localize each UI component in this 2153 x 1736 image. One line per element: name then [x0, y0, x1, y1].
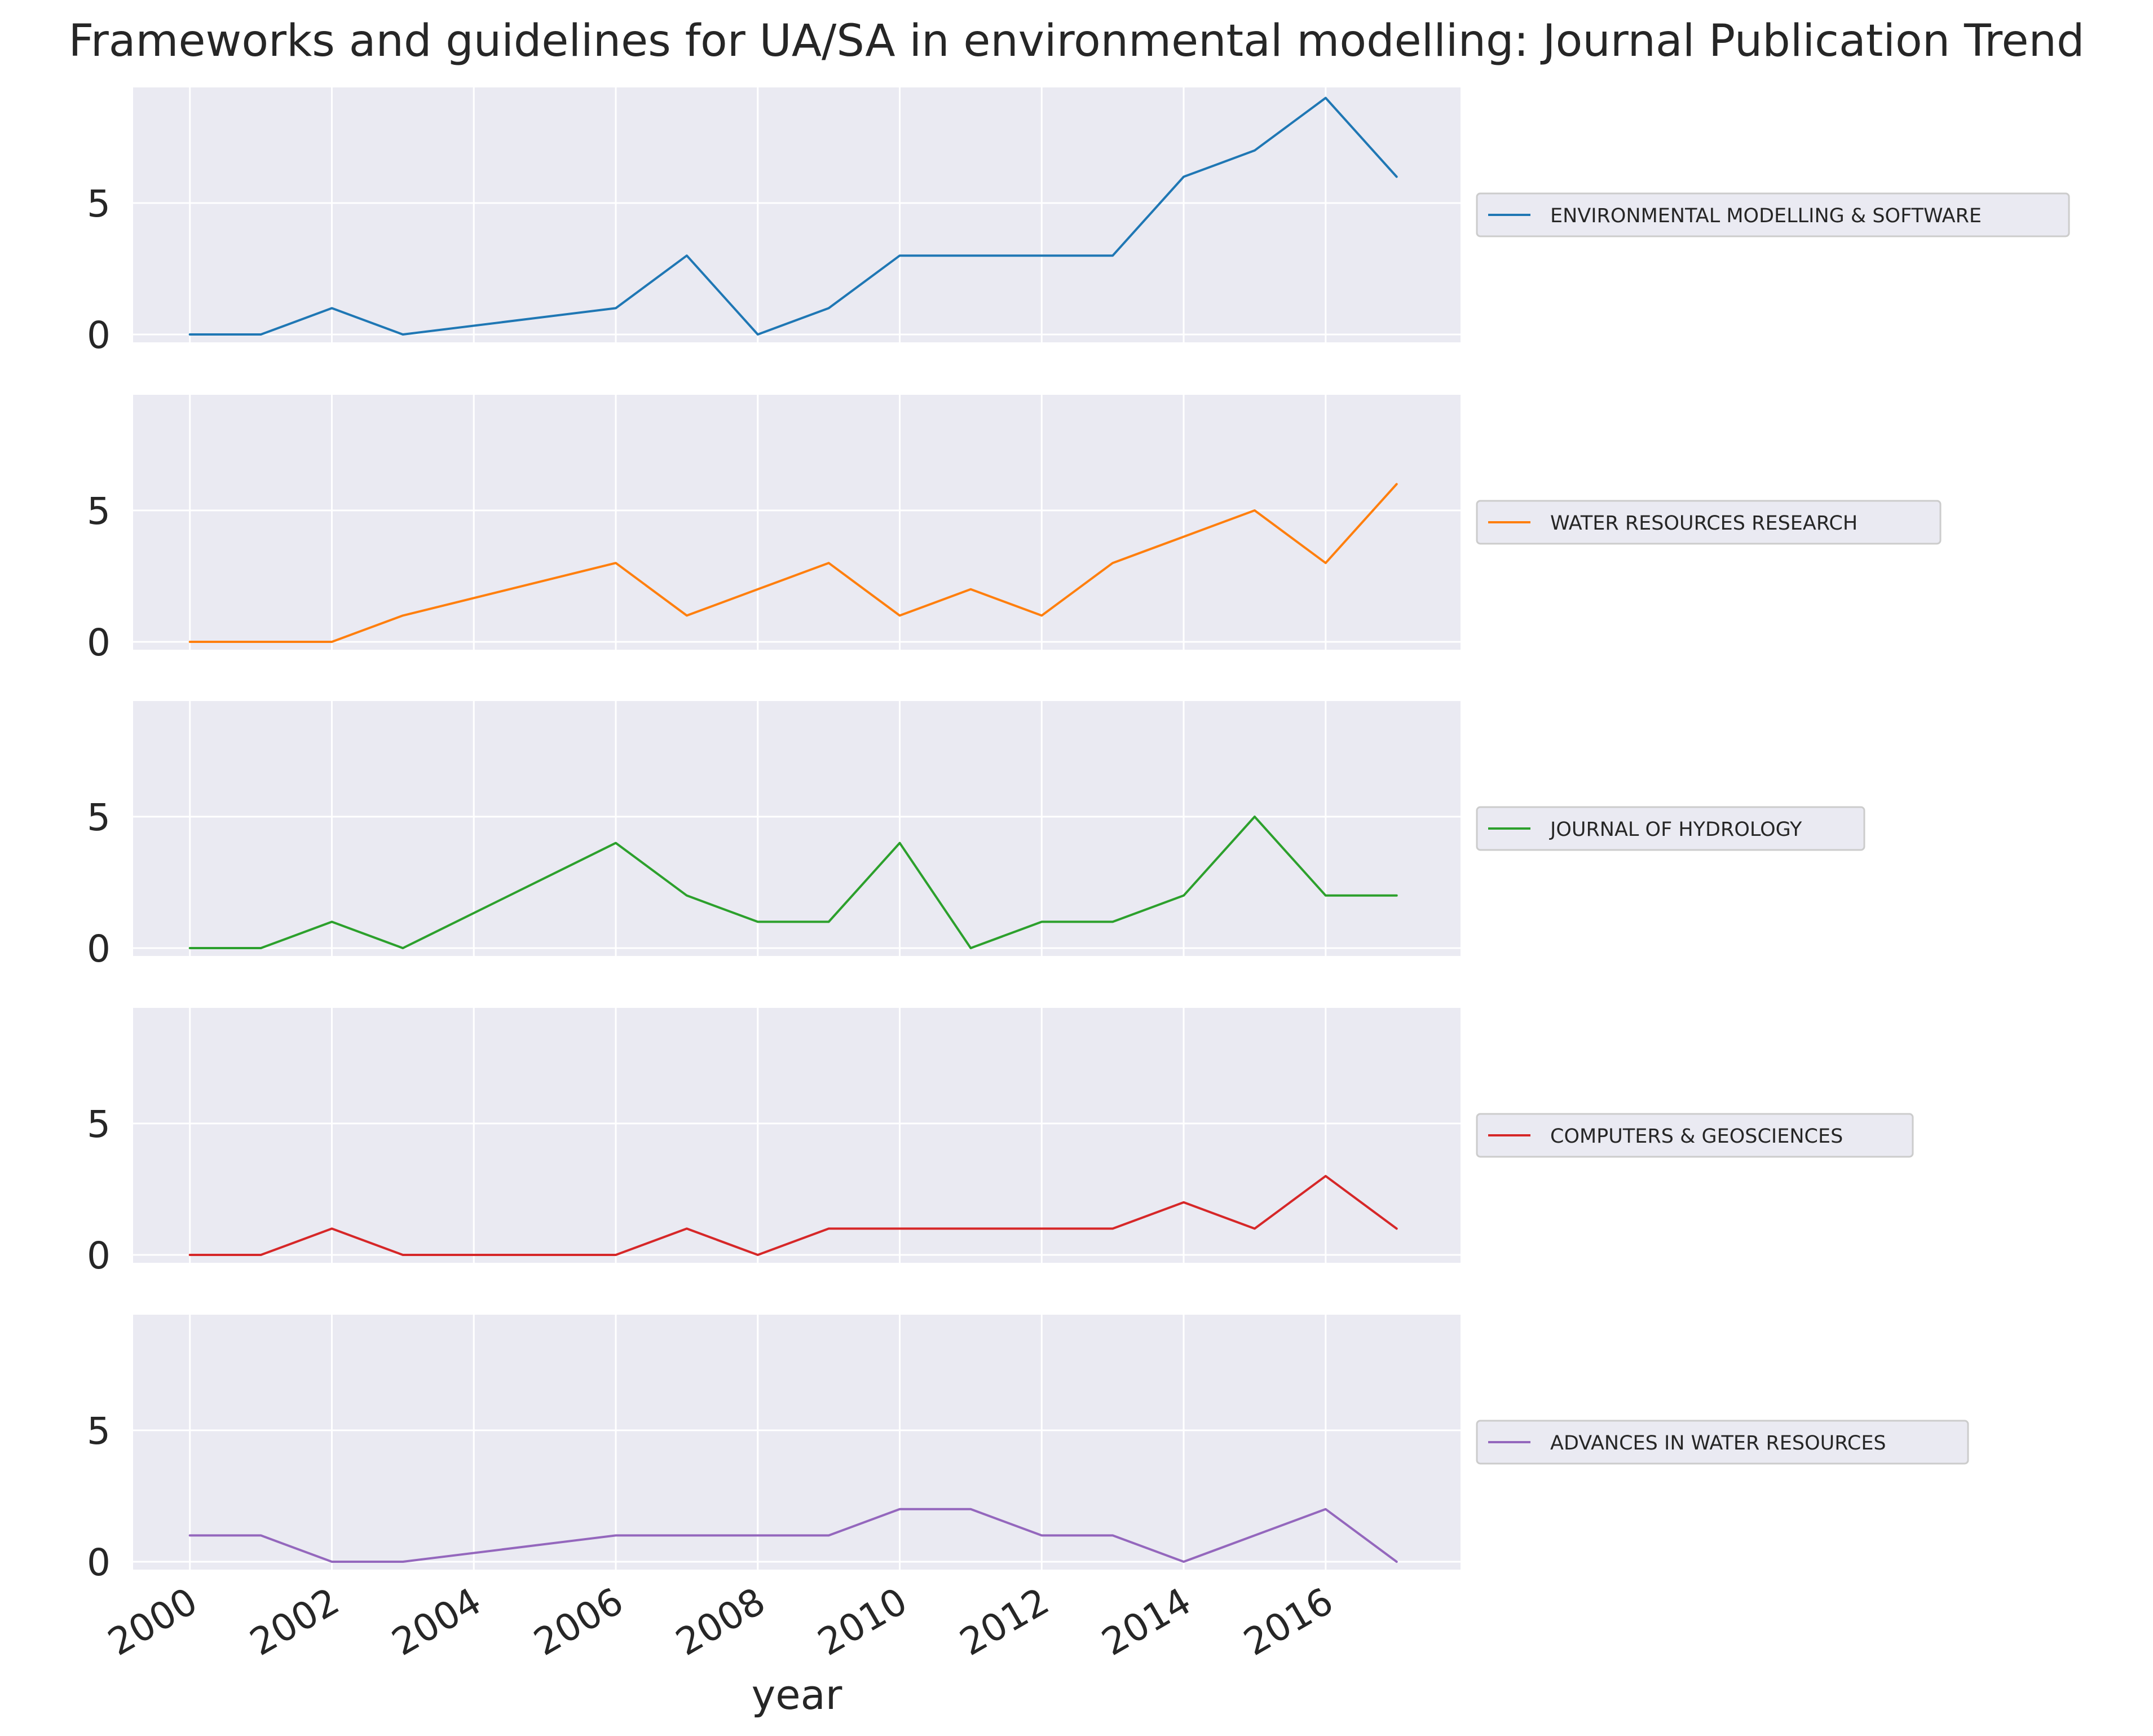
plot-background: [133, 701, 1461, 956]
x-axis-label: year: [752, 1671, 842, 1719]
series-line: [188, 1175, 1398, 1256]
y-tick-label: 5: [87, 490, 111, 533]
y-tick-label: 0: [87, 314, 111, 357]
x-tick-label: 2010: [811, 1579, 915, 1664]
y-tick-label: 5: [87, 1409, 111, 1453]
x-tick-label: 2006: [527, 1579, 630, 1664]
plot-background: [133, 1315, 1461, 1570]
y-tick-label: 5: [87, 796, 111, 839]
y-tick-label: 0: [87, 621, 111, 664]
y-tick-label: 0: [87, 1541, 111, 1584]
x-tick-label: 2008: [669, 1579, 773, 1664]
x-tick-label: 2012: [952, 1579, 1056, 1664]
x-tick-label: 2004: [385, 1579, 488, 1664]
legend-box: [1476, 1420, 1969, 1465]
legend: WATER RESOURCES RESEARCH: [1476, 500, 1942, 545]
legend-label: ADVANCES IN WATER RESOURCES: [1550, 1432, 1886, 1455]
series-line: [188, 96, 1398, 336]
subplot-5: 0 5 ADVANCES IN WATER RESOURCES: [87, 1315, 1969, 1584]
legend-box: [1476, 192, 2070, 237]
legend: JOURNAL OF HYDROLOGY: [1476, 806, 1865, 851]
series-line: [188, 816, 1398, 949]
legend-box: [1476, 806, 1865, 851]
y-tick-label: 0: [87, 927, 111, 971]
legend-label: COMPUTERS & GEOSCIENCES: [1550, 1125, 1843, 1148]
series-line: [188, 1508, 1398, 1563]
legend-box: [1476, 1113, 1914, 1158]
chart-title: Frameworks and guidelines for UA/SA in e…: [68, 16, 2085, 67]
subplot-3: 0 5 JOURNAL OF HYDROLOGY: [87, 701, 1865, 971]
subplot-2: 0 5 WATER RESOURCES RESEARCH: [87, 395, 1942, 664]
x-tick-label: 2002: [243, 1579, 347, 1664]
series-line: [188, 483, 1398, 643]
legend: ENVIRONMENTAL MODELLING & SOFTWARE: [1476, 192, 2070, 237]
y-tick-label: 5: [87, 182, 111, 226]
plot-background: [133, 395, 1461, 650]
y-tick-label: 5: [87, 1103, 111, 1146]
legend-box: [1476, 500, 1942, 545]
y-tick-label: 0: [87, 1234, 111, 1277]
plot-background: [133, 1008, 1461, 1263]
plot-background: [133, 87, 1461, 342]
x-tick-label: 2014: [1095, 1579, 1198, 1664]
subplot-4: 0 5 COMPUTERS & GEOSCIENCES: [87, 1008, 1914, 1277]
legend-label: ENVIRONMENTAL MODELLING & SOFTWARE: [1550, 205, 1982, 227]
legend-label: WATER RESOURCES RESEARCH: [1550, 512, 1858, 535]
legend-label: JOURNAL OF HYDROLOGY: [1549, 818, 1802, 841]
x-tick-label: 2016: [1237, 1579, 1340, 1664]
legend: ADVANCES IN WATER RESOURCES: [1476, 1420, 1969, 1465]
legend: COMPUTERS & GEOSCIENCES: [1476, 1113, 1914, 1158]
subplot-1: 0 5 ENVIRONMENTAL MODELLING & SOFTWARE: [87, 87, 2070, 357]
x-tick-label: 2000: [101, 1579, 205, 1664]
